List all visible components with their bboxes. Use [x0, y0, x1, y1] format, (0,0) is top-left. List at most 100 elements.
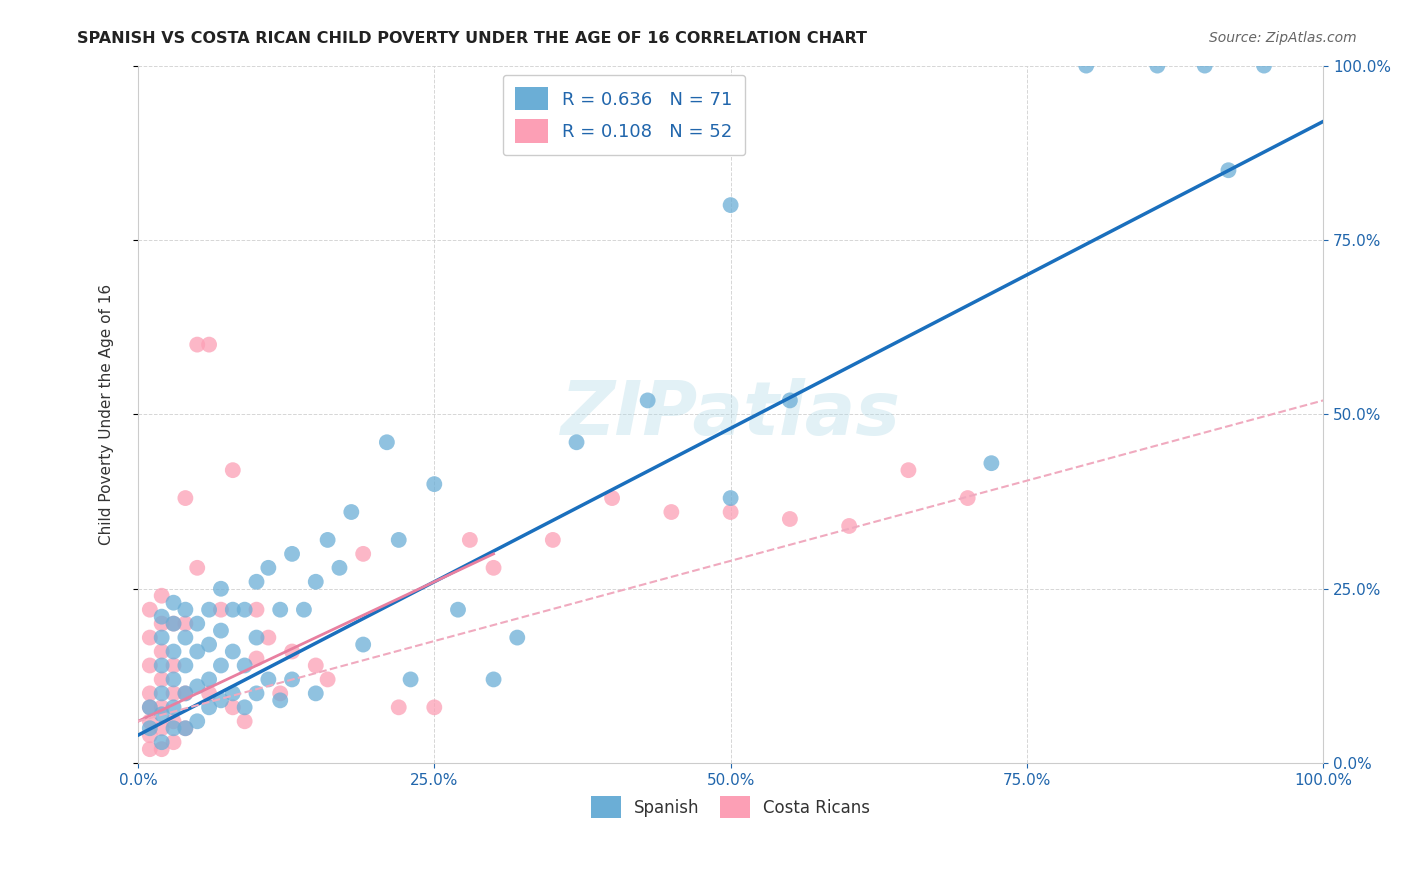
Point [779, 512, 801, 526]
Point [458, 533, 481, 547]
Point [328, 561, 350, 575]
Point [281, 644, 304, 658]
Point [269, 602, 291, 616]
Point [352, 547, 374, 561]
Point [150, 673, 173, 687]
Point [222, 602, 245, 616]
Point [174, 631, 197, 645]
Point [139, 700, 162, 714]
Point [139, 721, 162, 735]
Point [659, 505, 682, 519]
Point [198, 602, 221, 616]
Point [150, 686, 173, 700]
Point [352, 638, 374, 652]
Point [209, 582, 232, 596]
Point [222, 700, 245, 714]
Point [388, 533, 411, 547]
Point [233, 700, 256, 714]
Point [209, 624, 232, 638]
Point [186, 561, 208, 575]
Point [1194, 59, 1216, 73]
Point [292, 602, 315, 616]
Point [233, 658, 256, 673]
Point [198, 686, 221, 700]
Point [174, 721, 197, 735]
Point [174, 721, 197, 735]
Point [245, 651, 267, 665]
Point [316, 533, 339, 547]
Point [139, 700, 162, 714]
Point [150, 658, 173, 673]
Point [150, 707, 173, 722]
Point [245, 602, 267, 616]
Point [162, 686, 184, 700]
Point [720, 491, 742, 505]
Point [162, 596, 184, 610]
Point [150, 742, 173, 756]
Point [482, 561, 505, 575]
Point [174, 616, 197, 631]
Point [233, 714, 256, 729]
Point [150, 616, 173, 631]
Text: SPANISH VS COSTA RICAN CHILD POVERTY UNDER THE AGE OF 16 CORRELATION CHART: SPANISH VS COSTA RICAN CHILD POVERTY UND… [77, 31, 868, 46]
Point [162, 644, 184, 658]
Point [150, 721, 173, 735]
Point [956, 491, 979, 505]
Point [150, 735, 173, 749]
Point [150, 700, 173, 714]
Point [186, 680, 208, 694]
Point [150, 644, 173, 658]
Point [162, 721, 184, 735]
Point [209, 658, 232, 673]
Point [506, 631, 529, 645]
Point [162, 700, 184, 714]
Point [162, 735, 184, 749]
Point [139, 658, 162, 673]
Point [541, 533, 564, 547]
Point [139, 714, 162, 729]
Point [257, 631, 280, 645]
Point [269, 686, 291, 700]
Legend: Spanish, Costa Ricans: Spanish, Costa Ricans [585, 789, 877, 824]
Point [305, 574, 328, 589]
Point [779, 393, 801, 408]
Point [233, 602, 256, 616]
Point [257, 673, 280, 687]
Point [245, 631, 267, 645]
Point [150, 589, 173, 603]
Point [897, 463, 920, 477]
Point [257, 561, 280, 575]
Point [198, 700, 221, 714]
Point [186, 644, 208, 658]
Point [162, 714, 184, 729]
Point [305, 658, 328, 673]
Point [399, 673, 422, 687]
Point [245, 574, 267, 589]
Point [482, 673, 505, 687]
Point [245, 686, 267, 700]
Point [1253, 59, 1275, 73]
Point [1076, 59, 1098, 73]
Point [209, 602, 232, 616]
Point [174, 491, 197, 505]
Point [637, 393, 659, 408]
Point [139, 631, 162, 645]
Point [720, 198, 742, 212]
Point [174, 686, 197, 700]
Point [222, 686, 245, 700]
Point [281, 673, 304, 687]
Point [1146, 59, 1168, 73]
Point [186, 714, 208, 729]
Point [838, 519, 860, 533]
Point [1218, 163, 1240, 178]
Point [174, 686, 197, 700]
Point [375, 435, 398, 450]
Point [198, 673, 221, 687]
Text: ZIPatlas: ZIPatlas [561, 378, 901, 450]
Text: Source: ZipAtlas.com: Source: ZipAtlas.com [1209, 31, 1357, 45]
Point [150, 631, 173, 645]
Point [162, 616, 184, 631]
Point [447, 602, 470, 616]
Point [316, 673, 339, 687]
Point [720, 505, 742, 519]
